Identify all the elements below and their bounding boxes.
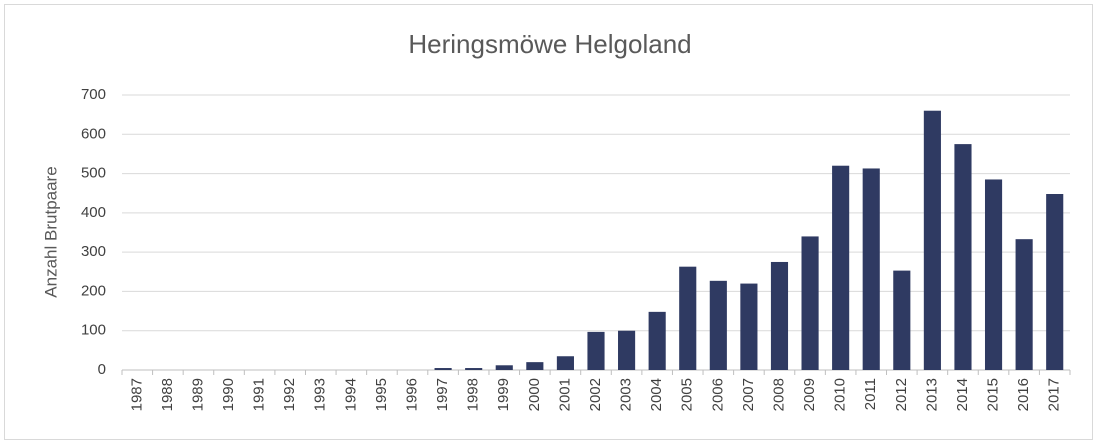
y-tick-label: 400 xyxy=(81,204,106,221)
x-tick-label: 2005 xyxy=(679,378,696,411)
y-tick-label: 600 xyxy=(81,125,106,142)
y-tick-label: 100 xyxy=(81,322,106,339)
x-tick-label: 1998 xyxy=(465,378,482,411)
bar xyxy=(556,356,574,370)
x-tick-label: 1990 xyxy=(220,378,237,411)
x-tick-label: 1988 xyxy=(159,378,176,411)
x-tick-label: 2011 xyxy=(862,378,879,410)
bar xyxy=(740,283,758,370)
bar xyxy=(465,368,483,370)
y-tick-label: 200 xyxy=(81,282,106,299)
bar xyxy=(587,331,605,370)
x-tick-label: 2000 xyxy=(526,378,543,411)
bar xyxy=(770,261,789,370)
x-tick-label: 1989 xyxy=(189,378,206,411)
x-tick-label: 1991 xyxy=(251,378,268,411)
bar xyxy=(648,311,666,370)
bar xyxy=(893,270,911,370)
x-tick-label: 2006 xyxy=(709,378,726,411)
x-tick-label: 2004 xyxy=(648,378,665,411)
bar xyxy=(526,362,544,370)
x-tick-label: 2001 xyxy=(556,378,573,411)
y-tick-label: 700 xyxy=(81,86,106,103)
bar xyxy=(618,330,636,370)
x-tick-label: 1992 xyxy=(281,378,298,411)
y-tick-label: 500 xyxy=(81,165,106,182)
y-tick-label: 300 xyxy=(81,243,106,260)
bar xyxy=(434,368,452,370)
x-tick-label: 1996 xyxy=(403,378,420,411)
x-tick-label: 2007 xyxy=(740,378,757,411)
x-tick-label: 2008 xyxy=(770,378,787,411)
y-axis-label: Anzahl Brutpaare xyxy=(41,166,60,297)
chart-title: Heringsmöwe Helgoland xyxy=(408,29,691,59)
x-tick-label: 1995 xyxy=(373,378,390,411)
x-tick-label: 1994 xyxy=(342,378,359,411)
chart-border xyxy=(4,4,1093,440)
bar xyxy=(862,168,880,370)
bar xyxy=(954,144,972,370)
x-tick-label: 2017 xyxy=(1046,378,1063,411)
x-tick-label: 2014 xyxy=(954,378,971,411)
x-tick-label: 2013 xyxy=(923,378,940,411)
bar xyxy=(1046,194,1064,370)
x-tick-label: 2010 xyxy=(832,378,849,411)
bar xyxy=(1015,239,1033,370)
bar xyxy=(679,266,697,370)
bar xyxy=(709,280,727,370)
x-tick-label: 2002 xyxy=(587,378,604,411)
x-tick-label: 2016 xyxy=(1015,378,1032,411)
bar xyxy=(801,236,819,370)
x-tick-label: 2012 xyxy=(893,378,910,411)
bar xyxy=(832,165,850,370)
y-tick-label: 0 xyxy=(98,361,106,378)
bar xyxy=(984,179,1003,370)
bar xyxy=(495,365,513,370)
x-tick-label: 2003 xyxy=(618,378,635,411)
x-tick-label: 1987 xyxy=(128,378,145,411)
x-tick-label: 1993 xyxy=(312,378,329,411)
x-tick-label: 1997 xyxy=(434,378,451,411)
x-tick-label: 2009 xyxy=(801,378,818,411)
x-tick-label: 1999 xyxy=(495,378,512,411)
bar xyxy=(923,110,941,370)
x-tick-label: 2015 xyxy=(985,378,1002,411)
